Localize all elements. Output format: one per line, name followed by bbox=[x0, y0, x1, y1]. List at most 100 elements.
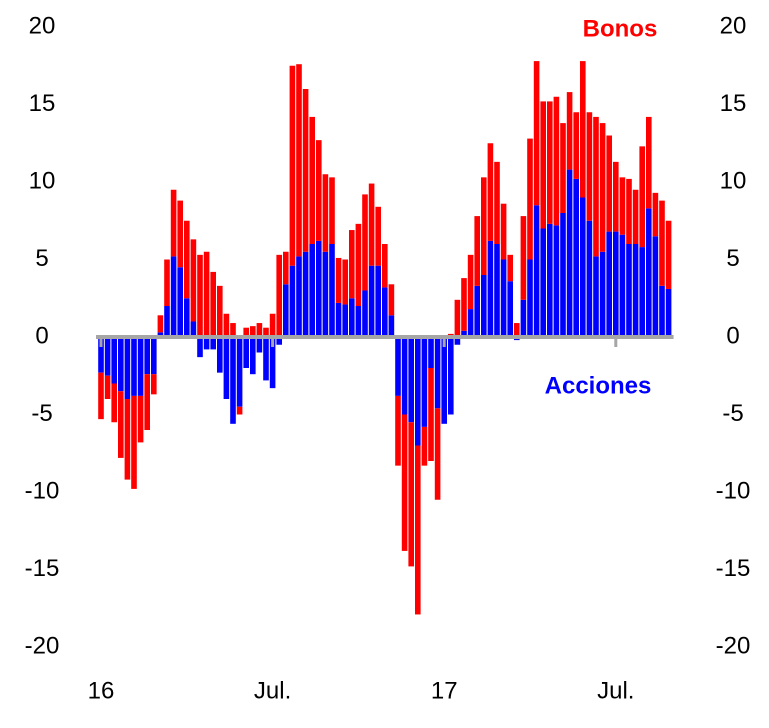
bar bbox=[520, 299, 527, 337]
bar bbox=[362, 194, 368, 291]
bar bbox=[177, 200, 183, 268]
bar bbox=[382, 287, 388, 337]
bar bbox=[454, 337, 461, 345]
bar bbox=[500, 203, 507, 260]
bar bbox=[639, 146, 645, 248]
bar bbox=[289, 65, 296, 266]
bar bbox=[408, 422, 414, 567]
y-tick-label: 0 bbox=[35, 322, 48, 349]
bar bbox=[566, 92, 573, 170]
bar bbox=[586, 220, 593, 337]
bar bbox=[395, 337, 401, 396]
bar bbox=[593, 256, 599, 337]
bar bbox=[619, 177, 626, 235]
bar bbox=[540, 228, 546, 337]
y2-tick-label: 10 bbox=[720, 167, 747, 194]
bar bbox=[223, 313, 230, 337]
bar bbox=[137, 337, 144, 396]
bar bbox=[639, 247, 645, 337]
bar bbox=[481, 275, 487, 337]
bar bbox=[593, 116, 599, 257]
bar bbox=[157, 315, 164, 333]
bar bbox=[665, 220, 672, 289]
bar bbox=[276, 254, 282, 337]
x-tick-label: 17 bbox=[431, 677, 458, 704]
bar bbox=[243, 327, 249, 337]
bar bbox=[494, 244, 500, 337]
bar bbox=[659, 285, 665, 337]
bar bbox=[547, 223, 553, 337]
bar bbox=[342, 304, 348, 337]
bar bbox=[190, 321, 197, 337]
bar bbox=[342, 259, 348, 305]
bar bbox=[197, 337, 203, 358]
bar bbox=[362, 290, 368, 337]
bar bbox=[355, 306, 362, 337]
bar bbox=[256, 323, 263, 337]
bar bbox=[606, 231, 612, 337]
bar bbox=[388, 315, 395, 337]
bar bbox=[190, 239, 197, 322]
bar bbox=[626, 178, 632, 244]
bar bbox=[329, 244, 335, 337]
bar bbox=[322, 251, 329, 337]
bar bbox=[494, 161, 500, 244]
bar bbox=[415, 445, 421, 615]
y-tick-label: -5 bbox=[31, 400, 52, 427]
bar bbox=[131, 337, 137, 396]
bar bbox=[118, 391, 124, 458]
bar bbox=[98, 337, 104, 373]
y2-tick-label: 20 bbox=[720, 12, 747, 39]
bar bbox=[197, 254, 203, 337]
bar bbox=[137, 395, 144, 443]
y2-tick-label: -10 bbox=[716, 477, 751, 504]
bar bbox=[448, 337, 454, 415]
bar bbox=[375, 206, 381, 266]
bar bbox=[646, 116, 652, 209]
bar bbox=[316, 140, 322, 241]
bar bbox=[144, 374, 150, 430]
y2-tick-label: 5 bbox=[726, 245, 739, 272]
bar bbox=[335, 302, 342, 337]
bar bbox=[467, 254, 474, 310]
bar bbox=[434, 408, 441, 500]
bar bbox=[210, 337, 216, 350]
bar bbox=[217, 285, 223, 337]
bar bbox=[388, 284, 395, 316]
bar bbox=[296, 64, 302, 257]
bar bbox=[540, 101, 546, 229]
bar bbox=[170, 189, 177, 257]
bar bbox=[408, 337, 414, 423]
bar bbox=[533, 205, 540, 337]
bar bbox=[613, 231, 619, 337]
bar bbox=[111, 383, 117, 423]
bar bbox=[289, 265, 296, 337]
bar bbox=[652, 236, 659, 337]
bar bbox=[566, 169, 573, 337]
bar bbox=[586, 112, 593, 221]
bar bbox=[256, 337, 263, 353]
bar bbox=[665, 288, 672, 337]
bar bbox=[124, 399, 131, 480]
bar bbox=[395, 395, 401, 466]
bar bbox=[533, 61, 540, 206]
y2-tick-label: 0 bbox=[726, 322, 739, 349]
y-tick-label: 5 bbox=[35, 245, 48, 272]
bar bbox=[527, 259, 533, 337]
bar bbox=[210, 271, 216, 337]
bar bbox=[580, 61, 586, 198]
bar bbox=[322, 174, 329, 252]
bar bbox=[368, 265, 375, 337]
bar bbox=[151, 337, 157, 375]
bar bbox=[184, 298, 190, 337]
bar bbox=[560, 213, 566, 337]
bar bbox=[421, 426, 428, 466]
y2-tick-label: -5 bbox=[722, 400, 743, 427]
bar bbox=[619, 234, 626, 337]
bar bbox=[151, 374, 157, 395]
bar bbox=[283, 284, 289, 337]
bar bbox=[296, 256, 302, 337]
x-tick-label: Jul. bbox=[597, 677, 634, 704]
bar bbox=[553, 225, 560, 337]
